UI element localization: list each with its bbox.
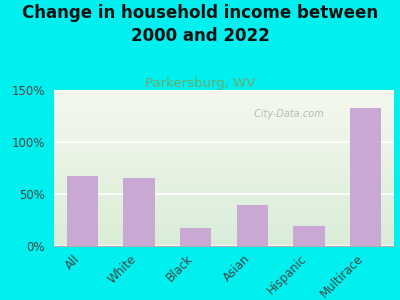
Bar — [350, 108, 381, 246]
Bar — [237, 206, 268, 246]
Bar — [294, 226, 324, 246]
Text: Change in household income between
2000 and 2022: Change in household income between 2000 … — [22, 4, 378, 45]
Bar — [124, 178, 154, 246]
Bar — [180, 228, 211, 246]
Text: Parkersburg, WV: Parkersburg, WV — [145, 76, 255, 89]
Text: City-Data.com: City-Data.com — [251, 109, 324, 119]
Bar — [67, 176, 98, 246]
